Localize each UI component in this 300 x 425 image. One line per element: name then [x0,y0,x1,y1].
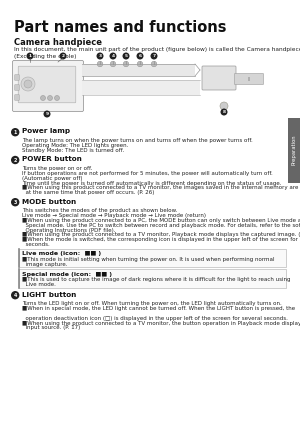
Circle shape [137,61,143,67]
Text: 3: 3 [98,54,101,58]
Circle shape [44,110,50,117]
Circle shape [136,53,143,60]
Text: at the same time that power off occurs. (P. 26): at the same time that power off occurs. … [22,190,154,195]
Text: 1: 1 [28,54,32,58]
Text: II: II [248,76,250,82]
FancyBboxPatch shape [15,85,19,90]
Text: Turns the power on or off.: Turns the power on or off. [22,166,92,171]
Text: ■When using the product connected to a PC, the MODE button can only switch betwe: ■When using the product connected to a P… [22,218,300,223]
Text: image capture.: image capture. [22,262,68,266]
Text: Preparation: Preparation [292,135,296,165]
Text: ■When the mode is switched, the corresponding icon is displayed in the upper lef: ■When the mode is switched, the correspo… [22,237,300,242]
Circle shape [220,108,227,116]
Text: 4: 4 [14,293,17,298]
Text: 2: 2 [14,158,17,162]
Text: Special mode (icon:  ■■ ): Special mode (icon: ■■ ) [22,272,112,277]
FancyBboxPatch shape [19,269,286,288]
Text: In this document, the main unit part of the product (figure below) is called the: In this document, the main unit part of … [14,47,300,59]
Text: Camera handpiece: Camera handpiece [14,38,102,47]
Circle shape [59,53,67,60]
FancyBboxPatch shape [15,95,19,100]
Circle shape [123,61,129,67]
Circle shape [220,102,228,110]
FancyBboxPatch shape [235,74,263,85]
Text: Part names and functions: Part names and functions [14,20,226,35]
Text: operation deactivation icon (□) is displayed in the upper left of the screen for: operation deactivation icon (□) is displ… [22,316,288,321]
Circle shape [26,53,34,60]
Text: 2: 2 [61,54,64,58]
Text: Time until the power is turned off automatically is different depending on the s: Time until the power is turned off autom… [22,181,281,186]
Text: ■When using the product connected to a TV monitor, Playback mode displays the ca: ■When using the product connected to a T… [22,232,300,238]
Circle shape [11,198,20,207]
Circle shape [97,53,104,60]
Circle shape [122,53,130,60]
Text: Turns the LED light on or off. When turning the power on, the LED light automati: Turns the LED light on or off. When turn… [22,301,282,306]
Text: This switches the modes of the product as shown below.: This switches the modes of the product a… [22,208,177,213]
Text: ■When using the product connected to a TV monitor, the button operation in Playb: ■When using the product connected to a T… [22,320,300,326]
Text: Live mode.: Live mode. [22,282,56,287]
FancyBboxPatch shape [15,75,19,80]
Circle shape [47,96,52,100]
Circle shape [40,96,46,100]
Circle shape [151,61,157,67]
Text: 8: 8 [223,110,226,114]
Text: ■This is used to capture the image of dark regions where it is difficult for the: ■This is used to capture the image of da… [22,278,290,282]
FancyBboxPatch shape [288,118,300,183]
Text: seconds.: seconds. [22,242,50,247]
FancyBboxPatch shape [13,60,83,111]
Text: Operating Instructions (PDF file).: Operating Instructions (PDF file). [22,228,116,232]
Text: ■When in special mode, the LED light cannot be turned off. When the LIGHT button: ■When in special mode, the LED light can… [22,306,295,311]
Text: 3: 3 [14,200,17,205]
Text: ■This mode is initial setting when turning the power on. It is used when perform: ■This mode is initial setting when turni… [22,257,274,262]
Circle shape [110,53,116,60]
Text: input source. (P. 17): input source. (P. 17) [22,326,80,330]
Text: Power lamp: Power lamp [22,128,70,134]
Text: Live mode → Special mode → Playback mode → Live mode (return): Live mode → Special mode → Playback mode… [22,213,206,218]
Circle shape [110,61,116,67]
Text: LIGHT button: LIGHT button [22,292,76,297]
Text: POWER button: POWER button [22,156,82,162]
Text: Operating Mode: The LED lights green.: Operating Mode: The LED lights green. [22,143,128,148]
Text: 5: 5 [124,54,128,58]
Circle shape [11,128,20,136]
Text: MODE button: MODE button [22,198,76,204]
Text: Live mode (icon:  ■■ ): Live mode (icon: ■■ ) [22,251,101,256]
Text: The lamp turns on when the power turns on and turns off when the power turns off: The lamp turns on when the power turns o… [22,139,253,143]
FancyBboxPatch shape [18,66,76,103]
Circle shape [21,77,35,91]
Text: If button operations are not performed for 5 minutes, the power will automatical: If button operations are not performed f… [22,171,273,176]
Circle shape [151,53,158,60]
Text: (Automatic power off): (Automatic power off) [22,176,82,181]
Text: 9: 9 [45,112,49,116]
Text: 7: 7 [152,54,155,58]
Circle shape [55,96,59,100]
FancyBboxPatch shape [19,249,286,267]
Text: 4: 4 [111,54,115,58]
Circle shape [11,291,20,299]
FancyBboxPatch shape [202,66,236,90]
Circle shape [97,61,103,67]
Text: Special mode. Use the PC to switch between record and playback mode. For details: Special mode. Use the PC to switch betwe… [22,223,300,228]
Text: 6: 6 [139,54,142,58]
Circle shape [24,80,32,88]
Text: 1: 1 [14,130,17,135]
Text: Standby Mode: The LED is turned off.: Standby Mode: The LED is turned off. [22,148,124,153]
Text: ■When using this product connected to a TV monitor, the images saved in the inte: ■When using this product connected to a … [22,185,300,190]
Circle shape [11,156,20,164]
